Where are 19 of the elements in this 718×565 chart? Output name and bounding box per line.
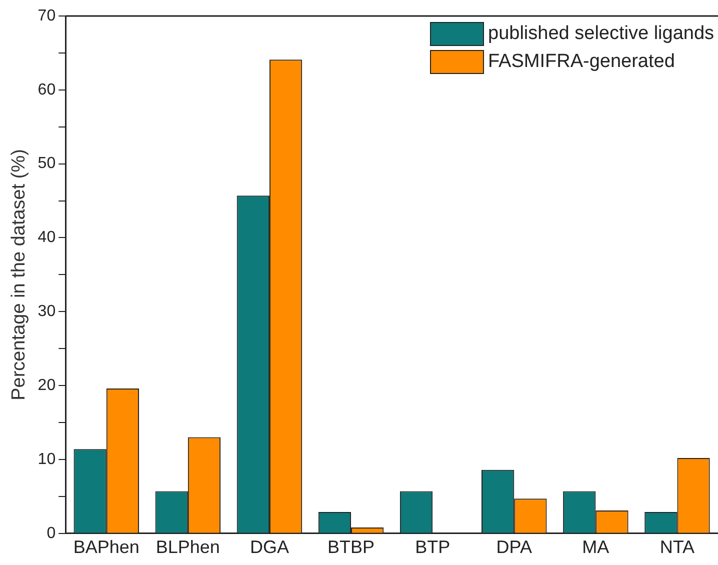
x-tick-label: DPA	[496, 537, 532, 558]
legend-label: published selective ligands	[488, 22, 714, 46]
x-tick-label: MA	[582, 537, 610, 558]
x-tick-label: BLPhen	[156, 537, 220, 558]
y-axis-title: Percentage in the dataset (%)	[8, 149, 30, 400]
y-tick-label: 0	[46, 524, 56, 542]
legend-label: FASMIFRA-generated	[488, 50, 675, 74]
y-tick-label: 50	[38, 155, 56, 172]
y-tick-label: 10	[38, 450, 56, 468]
y-tick-label: 40	[38, 229, 56, 246]
x-tick-label: BTBP	[328, 537, 375, 558]
y-tick-label: 60	[38, 81, 56, 98]
y-tick-label: 30	[38, 303, 56, 320]
x-tick-label: BAPhen	[73, 537, 140, 558]
y-tick-label: 70	[38, 7, 56, 24]
x-tick-label: NTA	[660, 537, 695, 558]
y-tick-label: 20	[38, 376, 56, 394]
x-tick-label: BTP	[415, 537, 450, 558]
x-tick-label: DGA	[250, 537, 289, 558]
